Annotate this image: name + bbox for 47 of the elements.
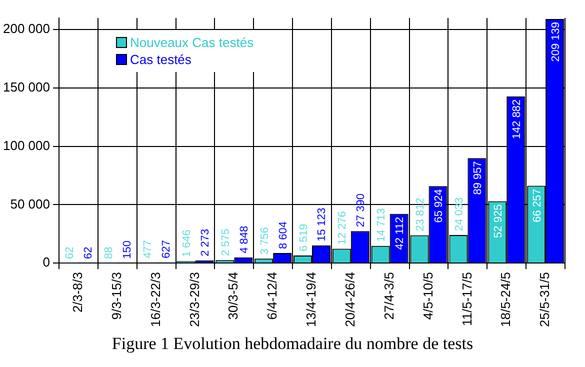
data-label: 52 925 xyxy=(492,204,504,238)
x-tick-label: 18/5-24/5 xyxy=(498,272,514,328)
x-tick-label: 6/4-12/4 xyxy=(264,272,280,320)
data-label: 23 812 xyxy=(414,198,427,232)
data-label: 42 112 xyxy=(394,216,406,250)
x-tick-label: 2/3-8/3 xyxy=(70,272,86,313)
data-label: 3 756 xyxy=(258,227,271,255)
x-tick-label: 27/4-3/5 xyxy=(381,272,396,320)
x-tick-label: 11/5-17/5 xyxy=(459,272,474,326)
data-label: 150 xyxy=(122,240,134,259)
data-label: 89 957 xyxy=(472,161,484,195)
x-tick-label: 13/4-19/4 xyxy=(304,272,319,328)
data-label: 8 604 xyxy=(277,221,290,250)
data-label: 2 273 xyxy=(199,228,212,256)
data-label: 14 713 xyxy=(376,208,388,242)
data-label: 4 848 xyxy=(238,226,250,254)
y-tick-label: 200 000 xyxy=(2,21,50,36)
data-label: 12 276 xyxy=(336,211,349,245)
x-tick-label: 16/3-22/3 xyxy=(148,272,163,328)
y-tick-label: 150 000 xyxy=(2,80,50,95)
data-label: 24 033 xyxy=(453,197,466,232)
data-label: 88 xyxy=(103,246,116,259)
y-tick-label: 0 xyxy=(42,254,50,270)
data-label: 142 882 xyxy=(510,99,523,140)
data-label: 209 139 xyxy=(550,22,562,62)
y-tick-label: 50 000 xyxy=(10,196,50,212)
y-tick-label: 100 000 xyxy=(2,138,50,153)
data-label: 65 924 xyxy=(433,189,446,223)
x-tick-label: 4/5-10/5 xyxy=(420,272,436,320)
x-tick-label: 25/5-31/5 xyxy=(537,272,552,328)
x-tick-label: 23/3-29/3 xyxy=(186,272,202,328)
text: Figure 1 Evolution hebdomadaire du nombre de tests xyxy=(110,334,474,354)
legend-label: Cas testés xyxy=(130,52,192,67)
data-label: 62 xyxy=(64,246,76,259)
data-label: 66 257 xyxy=(531,188,544,222)
x-tick-label: 20/4-26/4 xyxy=(342,272,358,328)
data-label: 15 123 xyxy=(316,208,328,242)
data-label: 6 519 xyxy=(298,224,310,252)
data-label: 2 575 xyxy=(220,228,232,256)
data-label: 1 646 xyxy=(180,230,193,258)
data-label: 27 390 xyxy=(355,193,368,228)
x-tick-label: 9/3-15/3 xyxy=(108,272,124,320)
data-label: 62 xyxy=(82,246,95,259)
data-label: 477 xyxy=(142,240,154,259)
data-label: 627 xyxy=(160,240,173,258)
x-tick-label: 30/3-5/4 xyxy=(226,272,241,320)
legend-label: Nouveaux Cas testés xyxy=(130,35,254,50)
